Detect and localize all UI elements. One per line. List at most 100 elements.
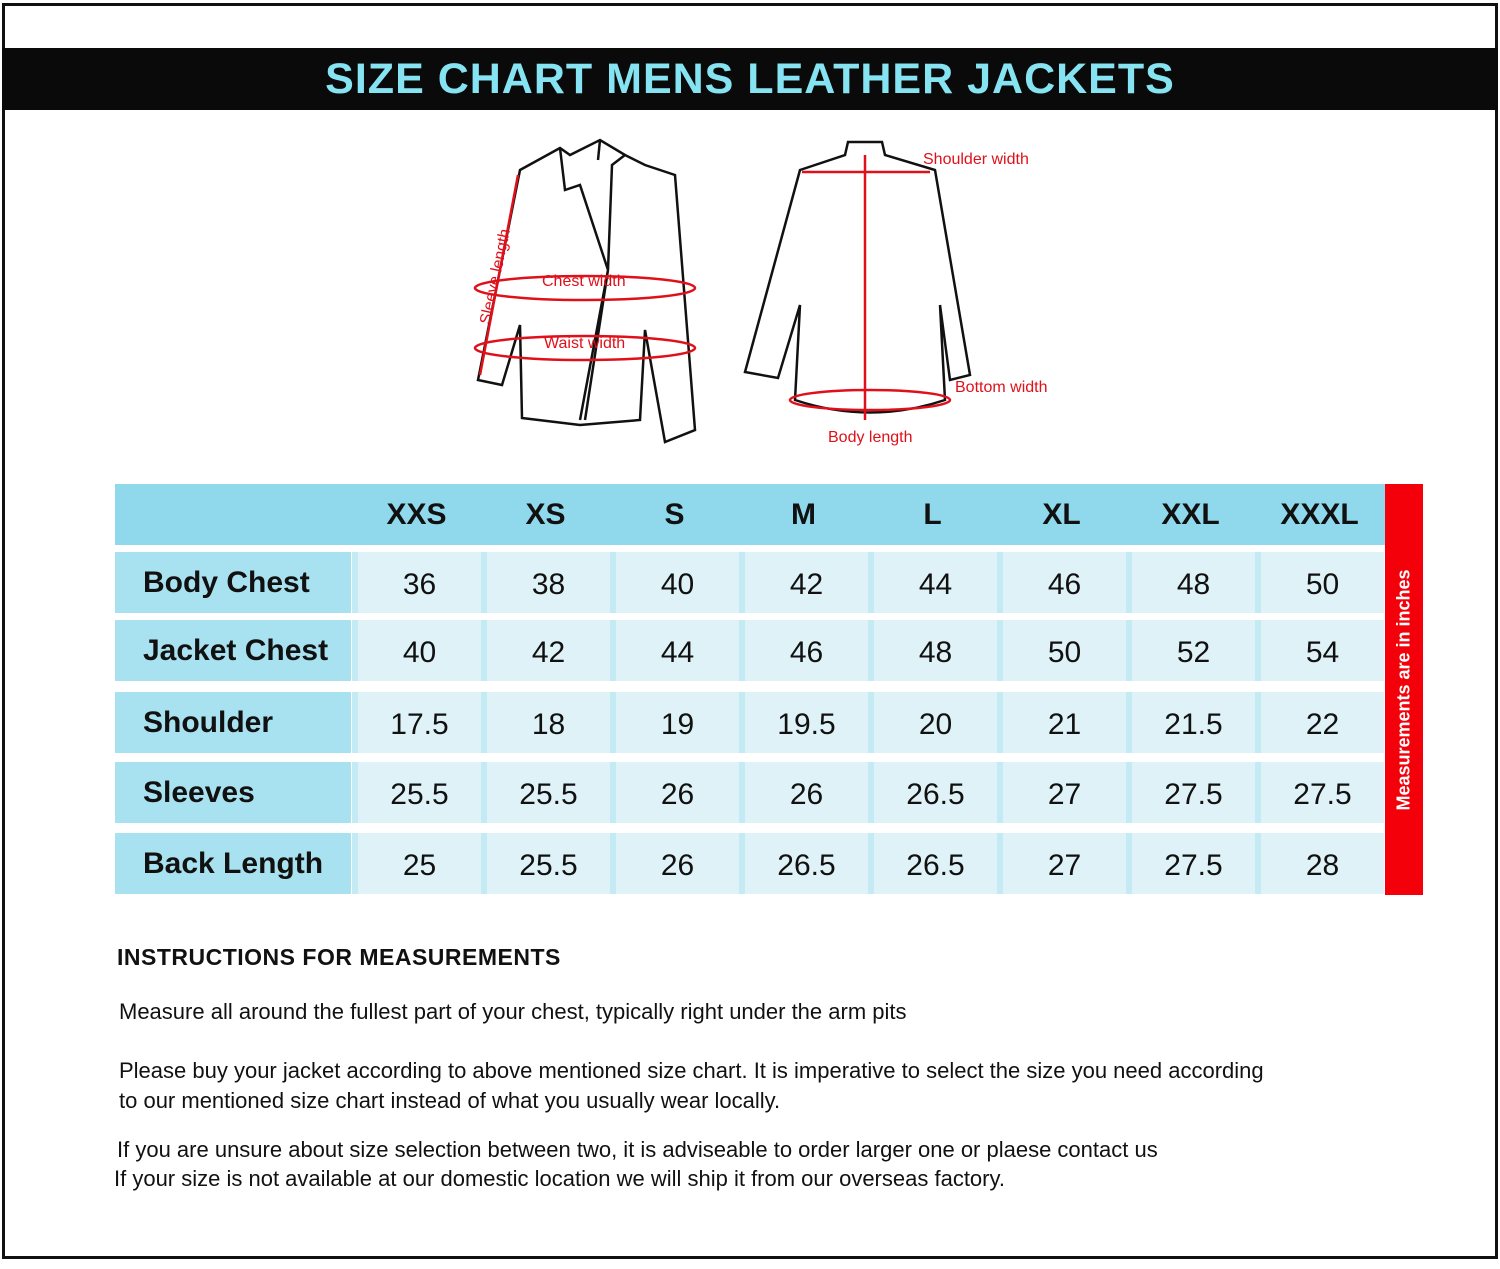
cell-value: 26.5 — [906, 778, 965, 811]
table-cell: 26 — [739, 762, 868, 823]
table-cell: 26.5 — [868, 833, 997, 894]
sleeve-length-label: Sleeve length — [477, 227, 514, 325]
cell-value: 22 — [1305, 708, 1340, 741]
cell-value: 36 — [402, 568, 437, 601]
unit-note-bar: Measurements are in inches — [1385, 484, 1423, 895]
table-cell: 26.5 — [868, 762, 997, 823]
cell-value: 21 — [1047, 708, 1082, 741]
cell-value: 20 — [918, 708, 953, 741]
cell-value: 40 — [660, 568, 695, 601]
table-cell: 52 — [1126, 620, 1255, 681]
table-cell: 46 — [739, 620, 868, 681]
instructions-heading: INSTRUCTIONS FOR MEASUREMENTS — [117, 944, 561, 970]
size-header-l: L — [923, 498, 942, 531]
cell-value: 50 — [1047, 636, 1082, 669]
table-row: Body Chest 36 38 40 42 44 46 48 50 — [115, 552, 1385, 613]
cell-value: 48 — [1176, 568, 1211, 601]
row-label-cell: Sleeves — [115, 762, 351, 823]
cell-value: 48 — [918, 636, 953, 669]
bottom-width-label: Bottom width — [955, 379, 1047, 396]
cell-value: 25.5 — [519, 778, 578, 811]
table-cell: 50 — [1255, 552, 1384, 613]
cell-value: 46 — [789, 636, 824, 669]
table-cell: 27 — [997, 833, 1126, 894]
cell-value: 17.5 — [390, 708, 449, 741]
cell-value: 44 — [660, 636, 695, 669]
table-cell: 54 — [1255, 620, 1384, 681]
table-cell: 44 — [610, 620, 739, 681]
cell-value: 25.5 — [519, 849, 578, 882]
cell-value: 26 — [660, 778, 695, 811]
table-cell: 22 — [1255, 692, 1384, 753]
instruction-buy-line2: to our mentioned size chart instead of w… — [119, 1088, 781, 1113]
table-cell: 19 — [610, 692, 739, 753]
size-header-xl: XL — [1042, 498, 1081, 531]
table-cell: 26 — [610, 833, 739, 894]
cell-value: 26.5 — [777, 849, 836, 882]
table-cell: 42 — [481, 620, 610, 681]
table-cell: 21.5 — [1126, 692, 1255, 753]
cell-value: 27 — [1047, 849, 1082, 882]
table-cell: 40 — [610, 552, 739, 613]
table-row: Jacket Chest 40 42 44 46 48 50 52 54 — [115, 620, 1385, 681]
cell-value: 38 — [531, 568, 566, 601]
cell-value: 40 — [402, 636, 437, 669]
table-cell: 25.5 — [481, 762, 610, 823]
table-cell: 19.5 — [739, 692, 868, 753]
cell-value: 54 — [1305, 636, 1340, 669]
cell-value: 27 — [1047, 778, 1082, 811]
size-header-xxl: XXL — [1161, 498, 1220, 531]
row-label: Shoulder — [143, 706, 274, 739]
cell-value: 26 — [789, 778, 824, 811]
table-cell: 27.5 — [1126, 762, 1255, 823]
cell-value: 18 — [531, 708, 566, 741]
cell-value: 26 — [660, 849, 695, 882]
page-title: SIZE CHART MENS LEATHER JACKETS — [325, 54, 1175, 103]
row-label-cell: Back Length — [115, 833, 351, 894]
row-label-cell: Shoulder — [115, 692, 351, 753]
table-cell: 25.5 — [481, 833, 610, 894]
table-cell: 25.5 — [352, 762, 481, 823]
table-cell: 48 — [1126, 552, 1255, 613]
row-label: Jacket Chest — [143, 634, 329, 667]
instruction-buy-line1: Please buy your jacket according to abov… — [119, 1058, 1264, 1083]
chest-width-label: Chest width — [542, 273, 626, 290]
row-label: Body Chest — [143, 566, 310, 599]
table-cell: 18 — [481, 692, 610, 753]
table-cell: 48 — [868, 620, 997, 681]
row-label: Back Length — [143, 847, 324, 880]
cell-value: 21.5 — [1164, 708, 1223, 741]
row-label: Sleeves — [143, 776, 255, 809]
cell-value: 27.5 — [1293, 778, 1352, 811]
cell-value: 25 — [402, 849, 437, 882]
row-label-cell: Jacket Chest — [115, 620, 351, 681]
front-jacket-outline — [476, 138, 697, 444]
cell-value: 28 — [1305, 849, 1340, 882]
table-cell: 38 — [481, 552, 610, 613]
table-cell: 27 — [997, 762, 1126, 823]
table-cell: 26.5 — [739, 833, 868, 894]
table-cell: 17.5 — [352, 692, 481, 753]
cell-value: 19.5 — [777, 708, 836, 741]
instruction-unsure: If you are unsure about size selection b… — [117, 1137, 1158, 1162]
size-header-s: S — [664, 498, 685, 531]
shoulder-width-label: Shoulder width — [923, 151, 1029, 168]
size-header-row: XXS XS S M L XL XXL XXXL — [115, 484, 1385, 545]
size-header-xxs: XXS — [386, 498, 447, 531]
body-length-label: Body length — [828, 429, 913, 446]
cell-value: 26.5 — [906, 849, 965, 882]
table-cell: 21 — [997, 692, 1126, 753]
cell-value: 52 — [1176, 636, 1211, 669]
back-jacket-outline — [743, 140, 972, 414]
page-frame — [2, 3, 1498, 1259]
instruction-chest: Measure all around the fullest part of y… — [119, 999, 907, 1024]
size-header-xxxl: XXXL — [1280, 498, 1359, 531]
waist-width-label: Waist width — [544, 335, 625, 352]
jacket-measurement-diagram: Sleeve length Chest width Waist width Sh… — [473, 138, 1047, 446]
table-cell: 36 — [352, 552, 481, 613]
table-row: Shoulder 17.5 18 19 19.5 20 21 21.5 22 — [115, 692, 1385, 753]
table-cell: 46 — [997, 552, 1126, 613]
cell-value: 27.5 — [1164, 778, 1223, 811]
size-header-xs: XS — [525, 498, 566, 531]
